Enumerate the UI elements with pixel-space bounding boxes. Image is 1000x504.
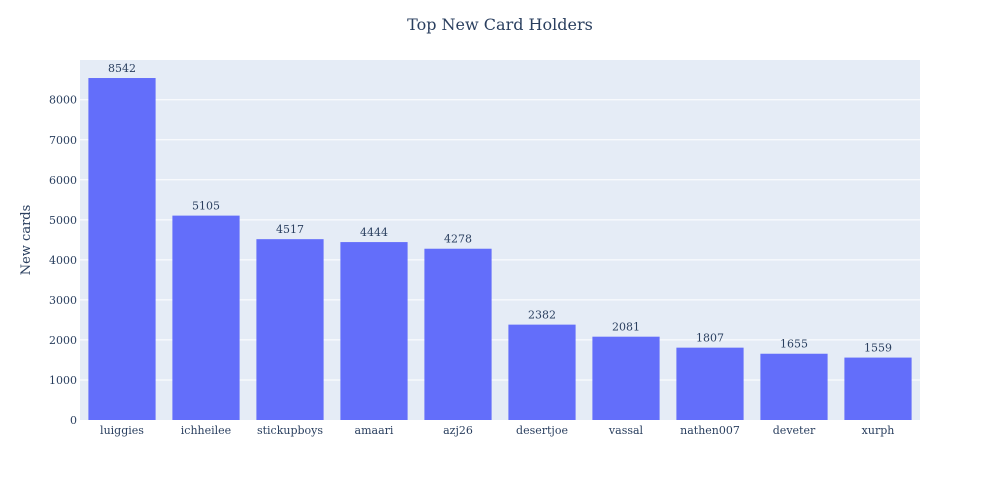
x-tick-label-nathen007: nathen007	[680, 424, 740, 437]
y-tick-label-8: 8000	[49, 94, 77, 107]
x-tick-label-ichheilee: ichheilee	[181, 424, 231, 437]
y-tick-label-3: 3000	[49, 294, 77, 307]
y-axis-title: New cards	[19, 205, 34, 276]
bar-azj26	[424, 248, 492, 420]
data-label-nathen007: 1807	[696, 332, 724, 345]
y-tick-label-7: 7000	[49, 134, 77, 147]
y-axis-ticks: 0 1000 2000 3000 4000 5000 6000 7000 8000	[49, 94, 77, 427]
x-tick-label-luiggies: luiggies	[100, 424, 144, 437]
data-labels: 8542 5105 4517 4444 4278 2382 2081 1807 1655 1559	[108, 62, 892, 355]
bar-ichheilee	[172, 215, 240, 420]
chart-title: Top New Card Holders	[407, 15, 593, 34]
bar-vassal	[592, 336, 660, 420]
x-tick-label-deveter: deveter	[773, 424, 816, 437]
bar-xurph	[844, 357, 912, 420]
y-tick-label-0: 0	[70, 414, 77, 427]
x-tick-label-desertjoe: desertjoe	[516, 424, 568, 437]
x-tick-label-vassal: vassal	[608, 424, 644, 437]
bar-desertjoe	[508, 324, 576, 420]
y-tick-label-6: 6000	[49, 174, 77, 187]
bar-amaari	[340, 242, 408, 420]
bar-nathen007	[676, 347, 744, 420]
x-tick-label-azj26: azj26	[443, 424, 473, 437]
data-label-desertjoe: 2382	[528, 309, 556, 322]
data-label-deveter: 1655	[780, 338, 808, 351]
data-label-stickupboys: 4517	[276, 223, 304, 236]
bar-luiggies	[88, 78, 156, 420]
x-axis-ticks: luiggies ichheilee stickupboys amaari azj26 d…	[100, 424, 894, 437]
x-tick-label-amaari: amaari	[355, 424, 394, 437]
bar-stickupboys	[256, 239, 324, 420]
y-tick-label-2: 2000	[49, 334, 77, 347]
data-label-amaari: 4444	[360, 226, 388, 239]
data-label-xurph: 1559	[864, 342, 892, 355]
y-tick-label-1: 1000	[49, 374, 77, 387]
y-tick-label-5: 5000	[49, 214, 77, 227]
bars	[88, 78, 912, 420]
x-tick-label-stickupboys: stickupboys	[257, 424, 323, 437]
bar-deveter	[760, 353, 828, 420]
y-tick-label-4: 4000	[49, 254, 77, 267]
data-label-azj26: 4278	[444, 233, 472, 246]
data-label-vassal: 2081	[612, 321, 640, 334]
data-label-ichheilee: 5105	[192, 200, 220, 213]
data-label-luiggies: 8542	[108, 62, 136, 75]
x-tick-label-xurph: xurph	[862, 424, 895, 437]
